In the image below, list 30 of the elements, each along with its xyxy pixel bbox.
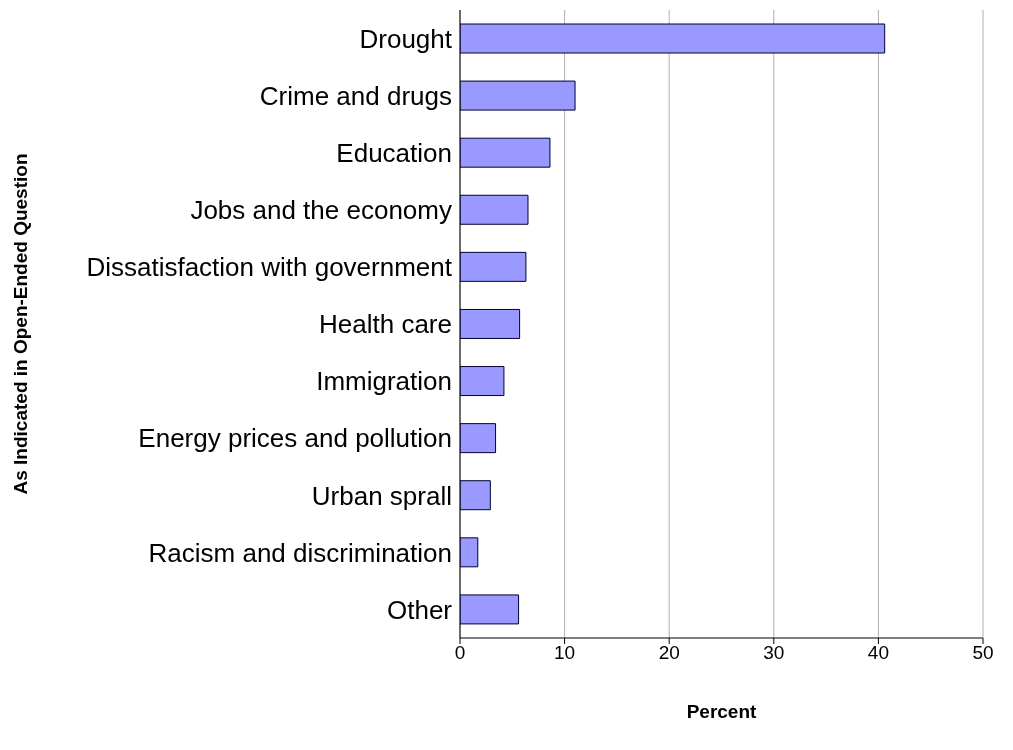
x-tick-label: 20 <box>658 642 680 664</box>
y-tick-label: Immigration <box>316 366 452 397</box>
bar <box>460 80 576 111</box>
x-tick-label: 10 <box>554 642 576 664</box>
bar <box>460 480 491 511</box>
y-tick-label: Urban sprall <box>311 480 452 511</box>
bar <box>460 23 886 54</box>
x-tick-label: 0 <box>454 642 466 664</box>
bar <box>460 194 529 225</box>
bar <box>460 594 520 625</box>
x-axis-title: Percent <box>686 701 758 722</box>
bar <box>460 251 527 282</box>
x-tick-label: 30 <box>763 642 785 664</box>
y-tick-label: Jobs and the economy <box>190 195 452 226</box>
y-tick-label: Drought <box>359 23 453 54</box>
y-axis-title: As Indicated in Open-Ended Question <box>9 153 31 495</box>
y-tick-label: Education <box>336 137 452 168</box>
x-tick-label: 50 <box>972 642 994 664</box>
bar <box>460 137 551 168</box>
y-tick-label: Other <box>386 594 453 625</box>
bar <box>460 537 479 568</box>
bar <box>460 308 521 339</box>
bar <box>460 366 505 397</box>
x-tick-label: 40 <box>867 642 889 664</box>
y-tick-label: Crime and drugs <box>259 80 452 111</box>
y-tick-label: Racism and discrimination <box>148 537 452 568</box>
bar <box>460 423 497 454</box>
y-tick-label: Energy prices and pollution <box>138 423 452 454</box>
y-tick-label: Health care <box>319 309 452 340</box>
y-tick-label: Dissatisfaction with government <box>86 252 453 283</box>
